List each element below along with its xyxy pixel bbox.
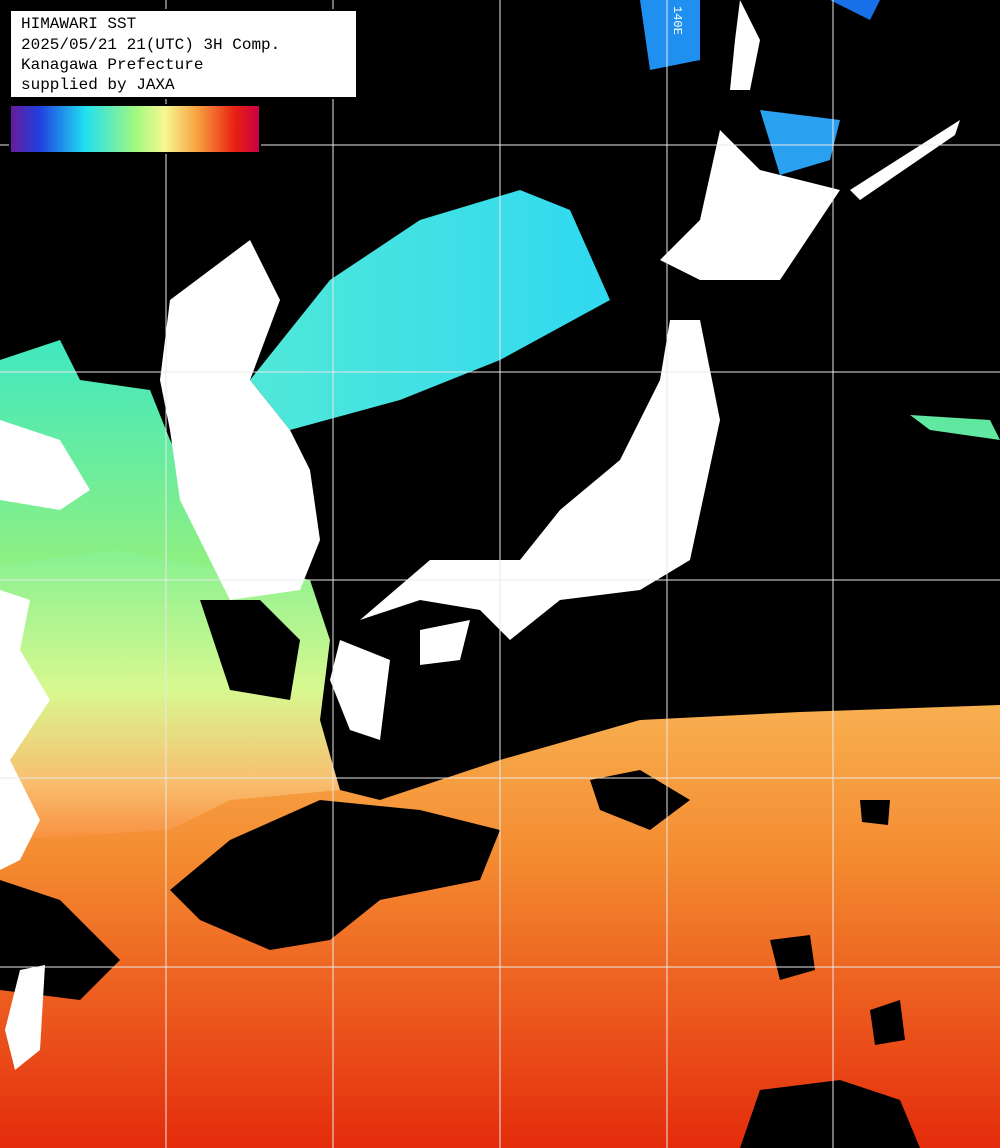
title-line: HIMAWARI SST: [21, 15, 136, 33]
colorbar: [9, 104, 261, 154]
manchuria: [160, 240, 280, 380]
title-line: 2025/05/21 21(UTC) 3H Comp.: [21, 36, 280, 54]
hokkaido: [660, 130, 840, 280]
pacific-strip: [910, 415, 1000, 440]
sakhalin: [730, 0, 760, 90]
taiwan: [5, 965, 45, 1070]
colorbar-ramp: [9, 104, 261, 154]
cloud: [740, 1080, 920, 1148]
cloud: [170, 800, 500, 950]
info-box: HIMAWARI SST 2025/05/21 21(UTC) 3H Comp.…: [9, 9, 358, 99]
shandong: [0, 420, 90, 510]
china-coast: [0, 590, 50, 870]
kyushu: [330, 640, 390, 740]
cloud: [770, 935, 815, 980]
title-line: supplied by JAXA: [21, 76, 175, 94]
title-line: Kanagawa Prefecture: [21, 56, 203, 74]
cloud: [870, 1000, 905, 1045]
grid-label: 140E: [670, 6, 684, 35]
land: [0, 0, 960, 1070]
korea: [160, 380, 320, 600]
shikoku: [420, 620, 470, 665]
honshu: [360, 320, 720, 640]
okhotsk-sea: [640, 0, 700, 70]
okhotsk-sea: [760, 110, 840, 175]
kurils: [850, 120, 960, 200]
cloud: [590, 770, 690, 830]
okhotsk-sea: [830, 0, 880, 20]
cloud: [860, 800, 890, 825]
sea-of-japan: [250, 190, 610, 430]
cloud: [200, 600, 300, 700]
yellow-sea: [0, 340, 220, 570]
info-panel: [9, 9, 358, 99]
